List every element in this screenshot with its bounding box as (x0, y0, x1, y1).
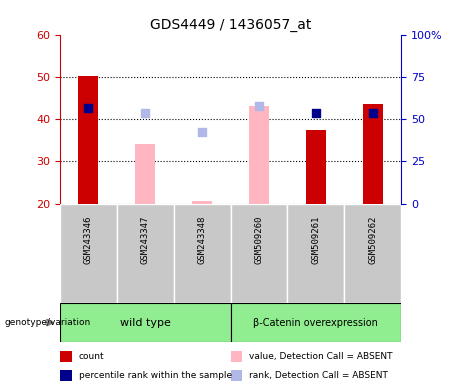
Bar (230, 370, 242, 381)
Text: value, Detection Call = ABSENT: value, Detection Call = ABSENT (249, 352, 393, 361)
Text: count: count (79, 352, 104, 361)
Text: GSM243347: GSM243347 (141, 215, 150, 264)
Point (369, 110, 376, 116)
Text: percentile rank within the sample: percentile rank within the sample (79, 371, 232, 380)
Text: GSM243348: GSM243348 (198, 215, 207, 264)
Text: GSM509260: GSM509260 (254, 215, 263, 264)
Bar (117, 204, 174, 303)
Bar (287, 204, 344, 303)
Bar (230, 351, 242, 362)
Text: genotype/variation: genotype/variation (5, 318, 91, 327)
Bar (174, 204, 230, 303)
Point (198, 129, 206, 135)
Text: GSM243346: GSM243346 (84, 215, 93, 264)
Bar (192, 201, 212, 204)
Bar (60, 351, 72, 362)
Point (85, 106, 92, 112)
Text: β-Catenin overexpression: β-Catenin overexpression (254, 318, 378, 328)
Bar (344, 204, 401, 303)
Bar (60, 204, 117, 303)
Bar (363, 104, 383, 204)
Text: wild type: wild type (120, 318, 171, 328)
Point (142, 110, 149, 116)
Bar (78, 76, 98, 204)
Bar (230, 204, 287, 303)
Bar (249, 106, 269, 204)
Title: GDS4449 / 1436057_at: GDS4449 / 1436057_at (150, 18, 311, 32)
Text: GSM509262: GSM509262 (368, 215, 377, 264)
Bar (60, 303, 230, 342)
Point (312, 110, 319, 116)
Bar (306, 130, 326, 204)
Bar (60, 370, 72, 381)
Bar (230, 303, 401, 342)
Text: rank, Detection Call = ABSENT: rank, Detection Call = ABSENT (249, 371, 388, 380)
Point (255, 103, 263, 109)
Text: GSM509261: GSM509261 (311, 215, 320, 264)
Bar (135, 144, 155, 204)
